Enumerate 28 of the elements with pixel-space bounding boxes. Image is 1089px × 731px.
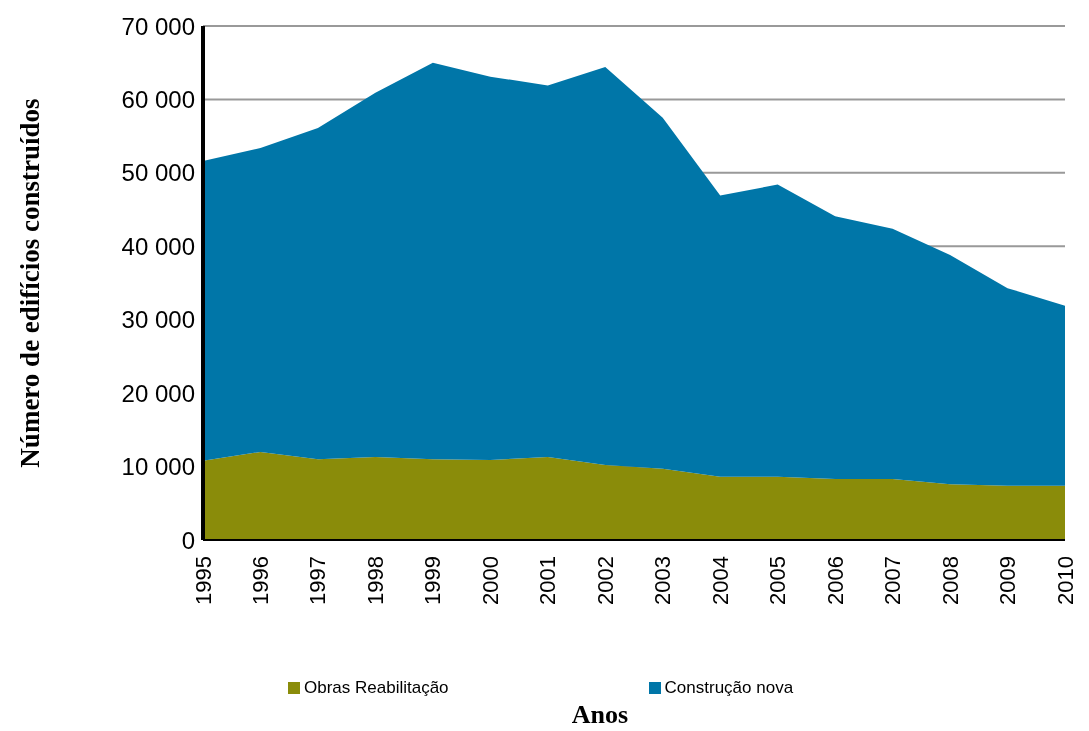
y-tick-label: 0	[181, 526, 195, 554]
x-tick-label: 2004	[707, 556, 733, 605]
x-tick-label: 2008	[937, 556, 963, 605]
x-tick-label: 1998	[362, 556, 388, 605]
y-axis-title: Número de edifícios construídos	[14, 98, 46, 468]
legend-label: Obras Reabilitação	[304, 678, 449, 698]
x-tick-label: 1999	[420, 556, 446, 605]
y-tick-label: 40 000	[121, 232, 195, 260]
x-tick-label: 1997	[305, 556, 331, 605]
y-tick-label: 30 000	[121, 306, 195, 334]
x-tick-label: 2002	[592, 556, 618, 605]
x-tick-label: 2010	[1052, 556, 1078, 605]
x-tick-label: 2006	[822, 556, 848, 605]
y-tick-label: 60 000	[121, 85, 195, 113]
x-tick-label: 1995	[190, 556, 216, 605]
x-tick-label: 2005	[765, 556, 791, 605]
x-tick-label: 2007	[880, 556, 906, 605]
y-tick-label: 20 000	[121, 379, 195, 407]
x-tick-label: 1996	[247, 556, 273, 605]
legend-label: Construção nova	[664, 678, 794, 698]
x-axis-title: Anos	[570, 700, 630, 730]
x-tick-label: 2003	[650, 556, 676, 605]
x-tick-label: 2000	[477, 556, 503, 605]
x-tick-label: 2001	[535, 556, 561, 605]
x-tick-label: 2009	[995, 556, 1021, 605]
y-tick-label: 10 000	[121, 453, 195, 481]
y-tick-label: 50 000	[121, 159, 195, 187]
y-tick-label: 70 000	[121, 12, 195, 40]
